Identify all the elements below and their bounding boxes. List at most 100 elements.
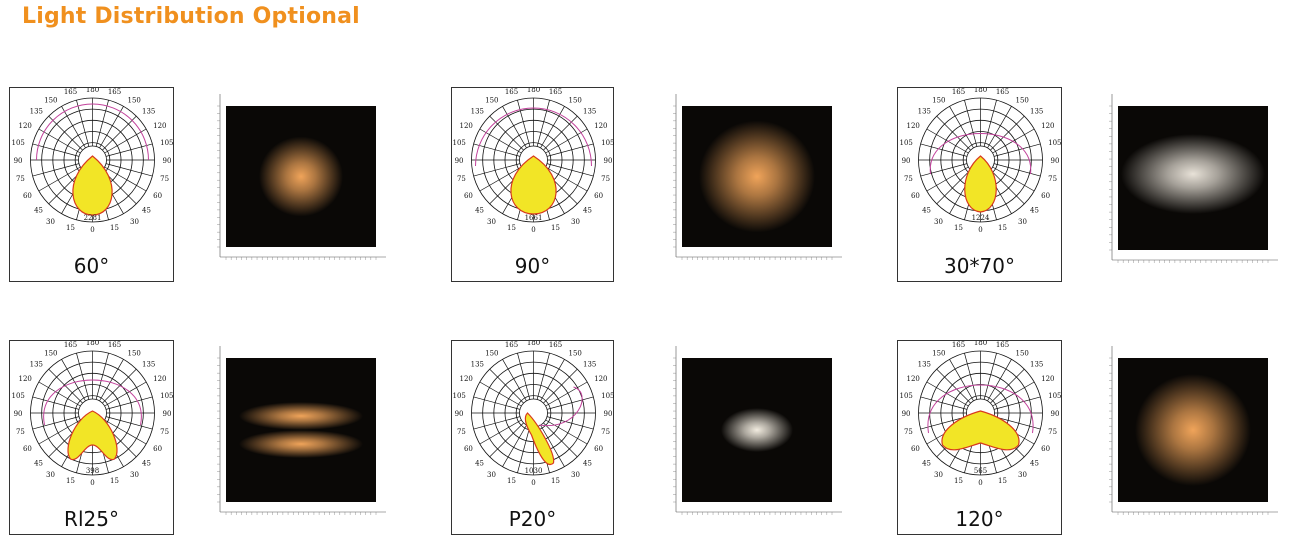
angle-label: 60 bbox=[1041, 192, 1050, 200]
angle-label: 120 bbox=[153, 122, 166, 130]
beam-pattern-p20 bbox=[673, 346, 842, 515]
angle-label: 180 bbox=[86, 88, 99, 94]
angle-label: 30 bbox=[46, 471, 55, 479]
angle-label: 45 bbox=[583, 206, 592, 214]
angle-label: 60 bbox=[1041, 445, 1050, 453]
angle-label: 60 bbox=[464, 445, 473, 453]
angle-label: 45 bbox=[922, 206, 931, 214]
angle-label: 165 bbox=[549, 88, 562, 96]
angle-label: 0 bbox=[978, 226, 982, 234]
angle-label: 165 bbox=[952, 341, 965, 349]
angle-label: 105 bbox=[601, 139, 614, 147]
angle-label: 45 bbox=[475, 459, 484, 467]
angle-label: 105 bbox=[160, 139, 173, 147]
option-label-60: 60° bbox=[73, 254, 110, 278]
angle-label: 150 bbox=[932, 349, 945, 357]
angle-label: 75 bbox=[16, 175, 25, 183]
angle-label: 150 bbox=[569, 349, 582, 357]
beam-pattern-120 bbox=[1109, 346, 1278, 515]
angle-label: 0 bbox=[90, 479, 94, 487]
angle-label: 75 bbox=[160, 428, 169, 436]
angle-label: 180 bbox=[974, 88, 987, 94]
beam-image-30x70 bbox=[1082, 88, 1282, 286]
angle-label: 180 bbox=[974, 341, 987, 347]
option-label-p20: P20° bbox=[508, 507, 557, 531]
angle-label: 165 bbox=[108, 341, 121, 349]
angle-label: 150 bbox=[932, 96, 945, 104]
angle-label: 180 bbox=[86, 341, 99, 347]
angle-label: 45 bbox=[142, 206, 151, 214]
angle-label: 30 bbox=[1018, 218, 1027, 226]
c90-curve bbox=[36, 103, 149, 161]
angle-label: 30 bbox=[46, 218, 55, 226]
angle-label: 120 bbox=[19, 375, 32, 383]
angle-label: 105 bbox=[453, 392, 466, 400]
angle-label: 60 bbox=[911, 192, 920, 200]
angle-label: 180 bbox=[527, 341, 540, 347]
angle-label: 15 bbox=[66, 477, 75, 485]
angle-label: 135 bbox=[1030, 361, 1043, 369]
angle-label: 105 bbox=[1048, 139, 1061, 147]
angle-label: 150 bbox=[128, 349, 141, 357]
angle-label: 60 bbox=[464, 192, 473, 200]
option-label-120: 120° bbox=[955, 507, 1004, 531]
angle-label: 75 bbox=[1048, 175, 1057, 183]
angle-label: 165 bbox=[952, 88, 965, 96]
angle-label: 105 bbox=[601, 392, 614, 400]
c90-curve bbox=[43, 379, 142, 426]
c90-curve bbox=[929, 133, 1032, 175]
option-label-30x70: 30*70° bbox=[944, 254, 1015, 278]
c0-lobe bbox=[524, 412, 555, 466]
angle-label: 105 bbox=[453, 139, 466, 147]
angle-label: 165 bbox=[996, 341, 1009, 349]
angle-label: 90 bbox=[455, 157, 464, 165]
angle-label: 90 bbox=[604, 410, 613, 418]
angle-label: 120 bbox=[907, 122, 920, 130]
beam-spot bbox=[259, 136, 343, 217]
angle-label: 120 bbox=[1041, 122, 1054, 130]
beam-spot bbox=[721, 408, 793, 452]
polar-chart-rl25: 165 180 1651501351201059075604515013512010… bbox=[12, 341, 174, 487]
angle-label: 45 bbox=[475, 206, 484, 214]
angle-label: 135 bbox=[471, 361, 484, 369]
angle-label: 165 bbox=[108, 88, 121, 96]
angle-label: 0 bbox=[531, 226, 535, 234]
angle-label: 165 bbox=[505, 341, 518, 349]
beam-spot bbox=[239, 430, 363, 458]
beam-pattern-rl25 bbox=[217, 346, 386, 515]
angle-label: 75 bbox=[16, 428, 25, 436]
polar-diagram-p20: 165 180 165 150 135 120 105 90 75 60 45 150 135 120 10… bbox=[451, 340, 614, 535]
angle-label: 150 bbox=[485, 349, 498, 357]
angle-label: 90 bbox=[163, 410, 172, 418]
angle-label: 90 bbox=[14, 157, 23, 165]
angle-label: 135 bbox=[583, 108, 596, 116]
beam-pattern-90 bbox=[673, 94, 842, 260]
angle-label: 90 bbox=[604, 157, 613, 165]
angle-label: 90 bbox=[1051, 410, 1060, 418]
angle-label: 120 bbox=[594, 122, 607, 130]
angle-label: 105 bbox=[900, 139, 913, 147]
angle-label: 150 bbox=[128, 96, 141, 104]
angle-label: 30 bbox=[1018, 471, 1027, 479]
c90-curve bbox=[927, 384, 1034, 434]
angle-label: 15 bbox=[954, 224, 963, 232]
candela-value: 1030 bbox=[525, 467, 543, 475]
option-label-rl25: Rl25° bbox=[64, 507, 119, 531]
angle-label: 75 bbox=[160, 175, 169, 183]
angle-label: 90 bbox=[902, 410, 911, 418]
beam-spot bbox=[239, 402, 363, 430]
angle-label: 15 bbox=[507, 477, 516, 485]
polar-chart-30x70: 165 180 1651501351201059075604515013512010… bbox=[900, 88, 1062, 234]
angle-label: 150 bbox=[485, 96, 498, 104]
candela-value: 2281 bbox=[84, 214, 102, 222]
candela-value: 565 bbox=[974, 467, 987, 475]
polar-chart-60: 165 180 1651501351201059075604515013512010… bbox=[12, 88, 174, 234]
angle-label: 45 bbox=[1030, 206, 1039, 214]
angle-label: 105 bbox=[1048, 392, 1061, 400]
angle-label: 30 bbox=[934, 471, 943, 479]
angle-label: 75 bbox=[1048, 428, 1057, 436]
angle-label: 90 bbox=[902, 157, 911, 165]
polar-chart-120: 165 180 1651501351201059075604515013512010… bbox=[900, 341, 1062, 487]
angle-label: 120 bbox=[907, 375, 920, 383]
angle-label: 120 bbox=[460, 122, 473, 130]
